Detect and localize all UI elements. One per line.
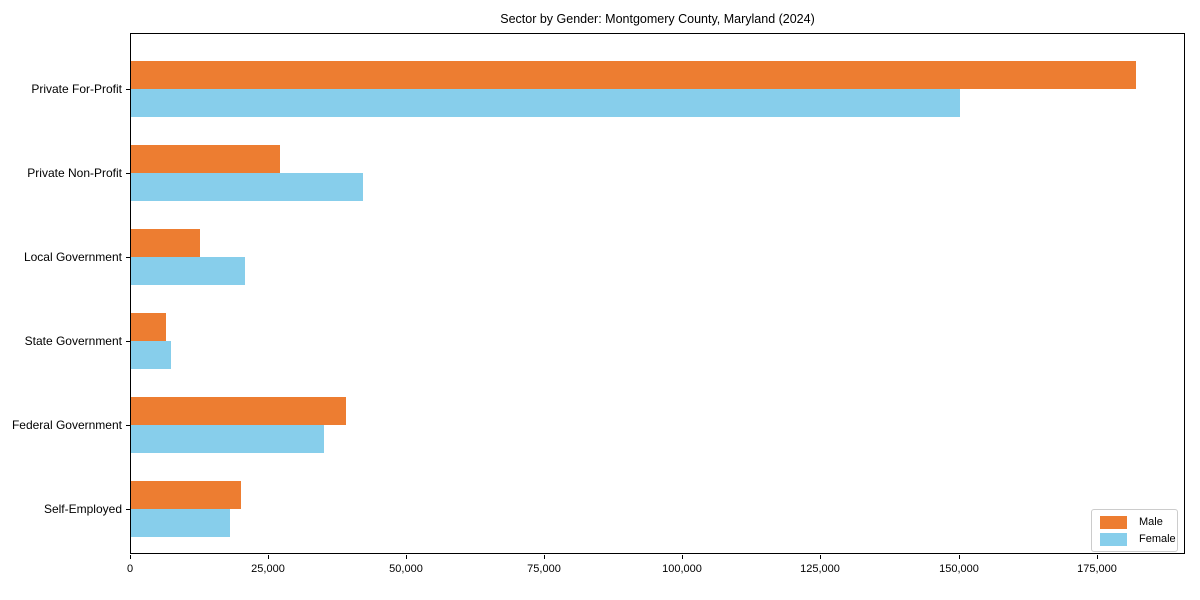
x-tick-125000 <box>820 555 821 559</box>
bar-female-private-for-profit <box>131 89 960 117</box>
x-tick-label-125000: 125,000 <box>800 563 840 575</box>
x-tick-label-0: 0 <box>126 563 134 575</box>
y-tick <box>126 257 130 258</box>
bar-male-private-non-profit <box>131 145 280 173</box>
legend-label-male: Male <box>1139 515 1163 528</box>
x-tick-175000 <box>1097 555 1098 559</box>
bar-male-state-government <box>131 313 166 341</box>
x-tick-50000 <box>406 555 407 559</box>
x-tick-0 <box>130 555 131 559</box>
bar-male-self-employed <box>131 481 241 509</box>
legend-swatch-female <box>1100 532 1127 546</box>
x-tick-75000 <box>544 555 545 559</box>
y-tick <box>126 341 130 342</box>
x-tick-label-25000: 25,000 <box>251 563 285 575</box>
plot-area <box>130 33 1185 554</box>
x-tick-label-75000: 75,000 <box>527 563 561 575</box>
category-label-local-government: Local Government <box>23 250 122 264</box>
bar-female-private-non-profit <box>131 173 363 201</box>
legend-swatch-male <box>1100 515 1127 529</box>
bar-female-local-government <box>131 257 245 285</box>
x-tick-25000 <box>268 555 269 559</box>
y-tick <box>126 425 130 426</box>
x-tick-label-150000: 150,000 <box>939 563 979 575</box>
x-tick-label-100000: 100,000 <box>662 563 702 575</box>
category-label-private-non-profit: Private Non-Profit <box>27 166 122 180</box>
legend-row-male: Male <box>1100 515 1169 529</box>
bar-male-private-for-profit <box>131 61 1136 89</box>
legend-label-female: Female <box>1139 532 1176 545</box>
bar-male-local-government <box>131 229 200 257</box>
x-tick-100000 <box>682 555 683 559</box>
y-tick <box>126 89 130 90</box>
chart-title: Sector by Gender: Montgomery County, Mar… <box>500 12 815 26</box>
bar-female-self-employed <box>131 509 230 537</box>
bar-female-state-government <box>131 341 171 369</box>
bar-female-federal-government <box>131 425 324 453</box>
category-label-self-employed: Self-Employed <box>43 502 122 516</box>
category-label-state-government: State Government <box>24 334 122 348</box>
legend: Male Female <box>1091 509 1178 552</box>
x-tick-150000 <box>959 555 960 559</box>
x-tick-label-50000: 50,000 <box>389 563 423 575</box>
legend-row-female: Female <box>1100 532 1176 546</box>
y-tick <box>126 509 130 510</box>
y-tick <box>126 173 130 174</box>
category-label-private-for-profit: Private For-Profit <box>31 82 122 96</box>
bar-male-federal-government <box>131 397 346 425</box>
x-tick-label-175000: 175,000 <box>1077 563 1117 575</box>
category-label-federal-government: Federal Government <box>11 418 122 432</box>
